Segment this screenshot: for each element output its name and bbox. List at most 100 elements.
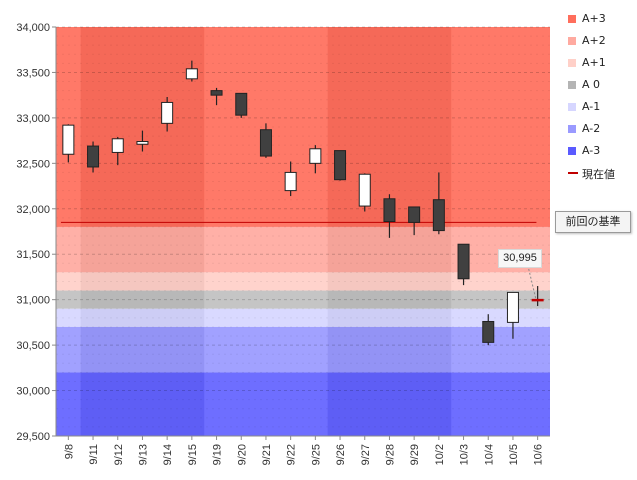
weekly-bands — [56, 27, 550, 436]
candle — [358, 173, 371, 212]
week-band — [451, 27, 550, 436]
y-tick-label: 30,500 — [16, 340, 50, 352]
candle-body-down — [432, 199, 445, 232]
legend-swatch — [568, 103, 576, 111]
x-tick-label: 9/15 — [187, 444, 199, 465]
candle — [259, 123, 272, 158]
x-tick-label: 9/22 — [286, 444, 298, 465]
legend-swatch — [568, 147, 576, 155]
y-tick-label: 34,000 — [16, 22, 50, 34]
x-tick-label: 9/19 — [212, 444, 224, 465]
legend-item-a-plus-3: A+3 — [568, 12, 634, 26]
y-tick-label: 32,500 — [16, 158, 50, 170]
candle — [482, 314, 495, 346]
candle — [185, 60, 198, 82]
legend-swatch — [568, 125, 576, 133]
legend-item-a-minus-1: A-1 — [568, 100, 634, 114]
candle — [284, 161, 297, 197]
candle-body-down — [383, 198, 396, 223]
candle — [383, 194, 396, 238]
candle — [432, 172, 445, 235]
candle-body-down — [235, 92, 248, 116]
legend-item-a-0: A 0 — [568, 78, 634, 92]
candle-body-up — [185, 68, 198, 80]
candle-body-down — [482, 320, 495, 343]
zone-aminus2 — [56, 326, 550, 373]
y-tick-label: 29,500 — [16, 431, 50, 443]
candle — [136, 130, 149, 152]
x-tick-label: 10/4 — [483, 444, 495, 465]
x-tick-label: 9/21 — [261, 444, 273, 465]
candle-body-down — [457, 243, 470, 280]
legend-label: A-1 — [582, 100, 601, 113]
candle-body-up — [62, 124, 75, 155]
x-tick-label: 9/20 — [236, 444, 248, 465]
candle — [87, 141, 100, 173]
x-tick-label: 9/8 — [63, 444, 75, 459]
grid-lines — [56, 26, 550, 428]
legend-item-a-minus-3: A-3 — [568, 144, 634, 158]
current-line-icon — [568, 172, 578, 174]
zone-aplus3 — [56, 27, 550, 227]
candle-body-down — [87, 145, 100, 168]
zone-aplus1 — [56, 272, 550, 291]
legend-label: A 0 — [582, 78, 601, 91]
x-tick-label: 9/29 — [409, 444, 421, 465]
candle — [506, 291, 519, 339]
x-tick-label: 9/28 — [384, 444, 396, 465]
candle — [408, 206, 421, 236]
legend-label: 現在値 — [582, 168, 615, 181]
candle-body-up — [161, 101, 174, 124]
week-band — [56, 27, 81, 436]
current-price-callout: 30,995 — [498, 249, 542, 268]
y-tick-label: 33,500 — [16, 67, 50, 79]
price-zones — [56, 27, 550, 436]
current-price-marker — [527, 265, 544, 302]
y-tick-label: 32,000 — [16, 204, 50, 216]
candle — [309, 145, 322, 174]
x-tick-label: 9/11 — [88, 444, 100, 465]
candles — [62, 60, 539, 346]
legend-swatch — [568, 37, 576, 45]
candle — [161, 96, 174, 132]
y-tick-label: 30,000 — [16, 386, 50, 398]
x-tick-label: 10/6 — [533, 444, 545, 465]
legend-item-a-minus-2: A-2 — [568, 122, 634, 136]
candle-body-up — [111, 138, 124, 153]
zone-aminus3 — [56, 372, 550, 436]
legend-swatch — [568, 81, 576, 89]
x-tick-label: 9/25 — [310, 444, 322, 465]
candle-body-down — [210, 90, 223, 96]
legend-label: A-3 — [582, 144, 601, 157]
candle-body-down — [408, 206, 421, 223]
legend-label: A+3 — [582, 12, 606, 25]
x-tick-label: 9/26 — [335, 444, 347, 465]
candle — [334, 150, 347, 181]
callout-leader — [527, 265, 537, 299]
legend-label: A+1 — [582, 56, 606, 69]
week-band — [80, 27, 205, 436]
zone-a0 — [56, 290, 550, 309]
legend-label: A-2 — [582, 122, 601, 135]
prev-base-button[interactable]: 前回の基準 — [555, 211, 631, 233]
axes: 29,500 30,000 30,500 31,000 31,500 32,000 32,5… — [16, 22, 550, 465]
candle — [457, 243, 470, 286]
x-tick-label: 9/13 — [137, 444, 149, 465]
x-tick-label: 9/27 — [360, 444, 372, 465]
candle-body-up — [284, 171, 297, 192]
week-band — [204, 27, 328, 436]
legend-item-current: 現在値 — [568, 166, 634, 181]
x-tick-label: 9/14 — [162, 444, 174, 465]
x-tick-label: 10/3 — [459, 444, 471, 465]
y-tick-label: 31,000 — [16, 295, 50, 307]
x-tick-label: 10/2 — [434, 444, 446, 465]
candle-body-up — [358, 173, 371, 207]
candle-body-down — [259, 129, 272, 157]
x-tick-label: 10/5 — [508, 444, 520, 465]
legend-swatch — [568, 59, 576, 67]
legend-label: A+2 — [582, 34, 606, 47]
candle — [235, 92, 248, 118]
zone-aminus1 — [56, 308, 550, 327]
candle-body-up — [506, 291, 519, 323]
